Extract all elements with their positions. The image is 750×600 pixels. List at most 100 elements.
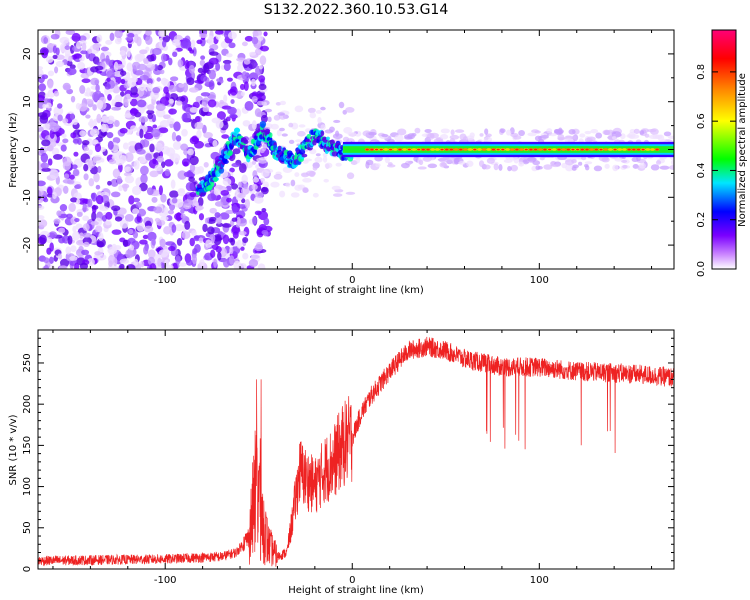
heatmap-blob bbox=[241, 71, 248, 80]
heatmap-blob bbox=[66, 67, 77, 76]
heatmap-blob bbox=[270, 181, 280, 188]
heatmap-blob bbox=[188, 87, 199, 93]
heatmap-blob bbox=[439, 134, 449, 140]
heatmap-blob bbox=[281, 133, 288, 137]
heatmap-blob bbox=[279, 100, 287, 106]
heatmap-blob bbox=[87, 198, 93, 208]
band-peak bbox=[576, 148, 580, 151]
heatmap-blob bbox=[98, 206, 109, 211]
heatmap-blob bbox=[81, 249, 90, 256]
heatmap-blob bbox=[305, 170, 316, 177]
band-peak bbox=[421, 148, 425, 151]
heatmap-blob bbox=[94, 143, 102, 153]
heatmap-blob bbox=[136, 222, 145, 232]
heatmap-blob bbox=[87, 48, 92, 54]
heatmap-blob bbox=[593, 165, 603, 172]
heatmap-blob bbox=[191, 230, 197, 237]
heatmap-blob bbox=[75, 41, 82, 49]
heatmap-blob bbox=[181, 128, 188, 137]
heatmap-blob bbox=[164, 159, 174, 167]
heatmap-blob bbox=[46, 236, 53, 244]
heatmap-blob bbox=[175, 255, 181, 265]
heatmap-blob bbox=[108, 159, 117, 165]
heatmap-blob bbox=[232, 204, 238, 214]
heatmap-blob bbox=[119, 127, 128, 134]
heatmap-blob bbox=[116, 175, 123, 185]
heatmap-blob bbox=[65, 213, 73, 219]
heatmap-blob bbox=[100, 158, 105, 163]
heatmap-blob bbox=[177, 170, 187, 180]
y-tick-label: 20 bbox=[22, 48, 33, 61]
heatmap-blob bbox=[251, 36, 259, 45]
heatmap-blob bbox=[209, 51, 219, 56]
heatmap-blob bbox=[256, 100, 265, 106]
heatmap-blob bbox=[119, 70, 127, 76]
heatmap-blob bbox=[294, 184, 303, 191]
heatmap-blob bbox=[202, 64, 207, 74]
heatmap-blob bbox=[365, 159, 374, 166]
heatmap-blob bbox=[632, 163, 639, 169]
heatmap-blob bbox=[208, 91, 217, 102]
heatmap-blob bbox=[146, 187, 154, 196]
heatmap-blob bbox=[554, 129, 559, 134]
heatmap-blob bbox=[251, 216, 257, 225]
heatmap-blob bbox=[192, 46, 197, 57]
y-tick-label: 10 bbox=[22, 95, 33, 108]
x-tick-label: 0 bbox=[349, 575, 355, 586]
band-peak bbox=[613, 148, 617, 151]
heatmap-blob bbox=[207, 226, 215, 235]
heatmap-blob bbox=[161, 161, 166, 168]
heatmap-blob bbox=[75, 102, 81, 110]
band-peak bbox=[529, 148, 533, 151]
y-tick-label: 50 bbox=[22, 521, 33, 534]
heatmap-blob bbox=[288, 139, 295, 145]
heatmap-blob bbox=[140, 165, 149, 176]
colorbar-ticks: 0.0 0.2 0.4 0.6 0.8 bbox=[696, 64, 736, 277]
heatmap-blob bbox=[69, 256, 78, 261]
band-core bbox=[645, 148, 651, 151]
heatmap-blob bbox=[136, 99, 147, 108]
heatmap-blob bbox=[95, 84, 100, 93]
heatmap-blob bbox=[345, 191, 356, 195]
heatmap-blob bbox=[254, 210, 262, 216]
heatmap-blob bbox=[163, 114, 171, 120]
heatmap-blob bbox=[73, 151, 79, 157]
heatmap-blob bbox=[158, 185, 163, 196]
heatmap-blob bbox=[105, 211, 113, 220]
heatmap-blob bbox=[171, 39, 181, 46]
heatmap-blob bbox=[91, 211, 97, 222]
heatmap-blob bbox=[207, 193, 217, 202]
heatmap-blob bbox=[83, 146, 90, 152]
band-core bbox=[561, 148, 567, 151]
heatmap-blob bbox=[151, 128, 161, 138]
heatmap-blob bbox=[122, 142, 129, 150]
band-peak bbox=[524, 148, 528, 151]
heatmap-blob bbox=[68, 55, 73, 62]
heatmap-blob bbox=[611, 131, 622, 138]
y-tick-label: 150 bbox=[22, 436, 33, 455]
heatmap-blob bbox=[260, 177, 265, 184]
heatmap-blob bbox=[298, 124, 306, 128]
heatmap-blob bbox=[578, 161, 583, 166]
heatmap-blob bbox=[223, 94, 228, 103]
heatmap-blob bbox=[226, 197, 232, 203]
heatmap-blob bbox=[139, 182, 148, 192]
heatmap-blob bbox=[584, 130, 592, 135]
heatmap-blob bbox=[88, 149, 93, 155]
heatmap-blob bbox=[41, 167, 51, 172]
heatmap-blob bbox=[62, 138, 69, 144]
heatmap-blob bbox=[590, 129, 599, 134]
heatmap-blob bbox=[479, 133, 484, 137]
snr-panel: -100 0 100 0 50 100 150 200 250 Height of straig… bbox=[8, 329, 675, 596]
heatmap-blob bbox=[52, 45, 57, 54]
heatmap-blob bbox=[62, 118, 69, 124]
heatmap-blob bbox=[94, 90, 102, 96]
heatmap-blob bbox=[38, 66, 44, 71]
heatmap-blob bbox=[403, 134, 413, 139]
band-core bbox=[621, 148, 627, 151]
heatmap-blob bbox=[540, 134, 549, 139]
heatmap-blob bbox=[213, 188, 221, 196]
heatmap-blob bbox=[169, 190, 179, 199]
heatmap-blob bbox=[62, 156, 72, 167]
heatmap-blob bbox=[77, 61, 86, 70]
